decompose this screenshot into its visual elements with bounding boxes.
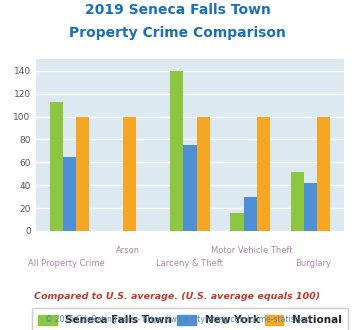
Text: © 2025 CityRating.com - https://www.cityrating.com/crime-statistics/: © 2025 CityRating.com - https://www.city…: [45, 315, 310, 324]
Bar: [244, 197, 257, 231]
Bar: [290, 172, 304, 231]
Bar: [170, 71, 183, 231]
Text: Arson: Arson: [116, 246, 140, 255]
Text: Burglary: Burglary: [295, 259, 332, 268]
Bar: [63, 157, 76, 231]
Bar: [257, 116, 270, 231]
Bar: [230, 213, 244, 231]
Text: Property Crime Comparison: Property Crime Comparison: [69, 26, 286, 40]
Bar: [183, 145, 197, 231]
Text: Larceny & Theft: Larceny & Theft: [157, 259, 223, 268]
Text: 2019 Seneca Falls Town: 2019 Seneca Falls Town: [84, 3, 271, 17]
Text: All Property Crime: All Property Crime: [28, 259, 105, 268]
Bar: [304, 183, 317, 231]
Legend: Seneca Falls Town, New York, National: Seneca Falls Town, New York, National: [32, 308, 348, 330]
Bar: [123, 116, 136, 231]
Bar: [197, 116, 210, 231]
Text: Compared to U.S. average. (U.S. average equals 100): Compared to U.S. average. (U.S. average …: [34, 292, 321, 301]
Bar: [50, 102, 63, 231]
Text: Motor Vehicle Theft: Motor Vehicle Theft: [211, 246, 293, 255]
Bar: [317, 116, 330, 231]
Bar: [76, 116, 89, 231]
